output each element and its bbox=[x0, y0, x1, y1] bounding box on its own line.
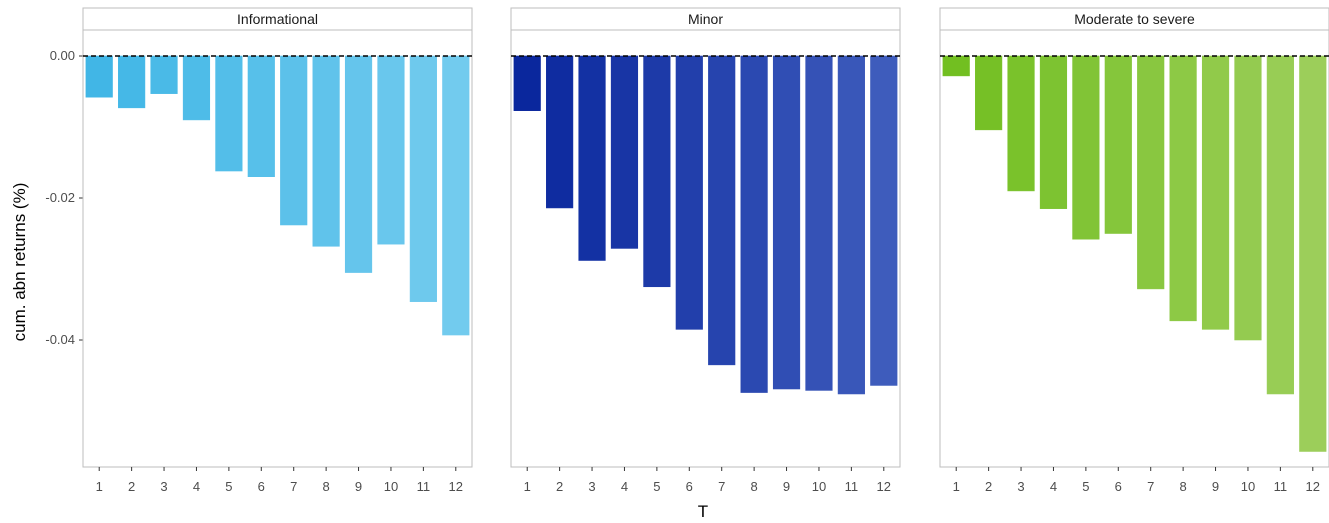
facet-title: Informational bbox=[237, 11, 318, 27]
x-tick-label: 8 bbox=[323, 479, 330, 494]
bar bbox=[942, 55, 970, 77]
x-tick-label: 12 bbox=[877, 479, 891, 494]
bar bbox=[150, 55, 178, 94]
bar bbox=[513, 55, 541, 111]
bar bbox=[215, 55, 243, 172]
bar bbox=[377, 55, 405, 245]
bar bbox=[740, 55, 768, 393]
x-tick-label: 2 bbox=[985, 479, 992, 494]
facet-title: Minor bbox=[688, 11, 723, 27]
x-tick-label: 3 bbox=[588, 479, 595, 494]
bar bbox=[708, 55, 736, 366]
x-tick-label: 7 bbox=[1147, 479, 1154, 494]
bar bbox=[1137, 55, 1165, 290]
bar bbox=[1299, 55, 1327, 452]
bar bbox=[1039, 55, 1068, 209]
x-tick-label: 11 bbox=[417, 479, 431, 494]
bar bbox=[1169, 55, 1197, 322]
x-tick-label: 2 bbox=[556, 479, 563, 494]
x-tick-label: 9 bbox=[1212, 479, 1219, 494]
x-tick-label: 9 bbox=[783, 479, 790, 494]
bar bbox=[1072, 55, 1100, 240]
x-tick-label: 8 bbox=[751, 479, 758, 494]
x-tick-label: 12 bbox=[449, 479, 463, 494]
facet-title: Moderate to severe bbox=[1074, 11, 1195, 27]
x-tick-label: 7 bbox=[718, 479, 725, 494]
x-tick-label: 10 bbox=[384, 479, 398, 494]
y-tick-label: 0.00 bbox=[50, 48, 75, 63]
bar bbox=[409, 55, 437, 302]
x-tick-label: 8 bbox=[1180, 479, 1187, 494]
x-tick-label: 3 bbox=[1017, 479, 1024, 494]
panel-border bbox=[939, 29, 1329, 468]
x-tick-label: 2 bbox=[128, 479, 135, 494]
y-tick-label: -0.02 bbox=[45, 190, 75, 205]
bar bbox=[643, 55, 671, 288]
bar bbox=[578, 55, 606, 261]
bar bbox=[344, 55, 373, 273]
bar bbox=[1234, 55, 1262, 341]
bar bbox=[772, 55, 801, 390]
bar bbox=[280, 55, 308, 226]
x-tick-label: 5 bbox=[225, 479, 232, 494]
y-axis-label: cum. abn returns (%) bbox=[10, 183, 29, 342]
bar bbox=[837, 55, 865, 395]
bar bbox=[1104, 55, 1132, 234]
bar bbox=[85, 55, 113, 98]
bar bbox=[1201, 55, 1230, 330]
x-tick-label: 9 bbox=[355, 479, 362, 494]
x-tick-label: 7 bbox=[290, 479, 297, 494]
bar bbox=[247, 55, 275, 177]
x-tick-label: 1 bbox=[524, 479, 531, 494]
y-tick-label: -0.04 bbox=[45, 332, 75, 347]
panel-border bbox=[82, 29, 473, 468]
panel-border bbox=[510, 29, 901, 468]
bar bbox=[182, 55, 211, 121]
x-tick-label: 6 bbox=[1115, 479, 1122, 494]
bar bbox=[1266, 55, 1294, 395]
x-tick-label: 4 bbox=[1050, 479, 1057, 494]
x-tick-label: 3 bbox=[160, 479, 167, 494]
bar bbox=[610, 55, 639, 249]
x-axis-label: T bbox=[698, 502, 708, 521]
x-tick-label: 5 bbox=[653, 479, 660, 494]
bar bbox=[870, 55, 898, 386]
x-tick-label: 11 bbox=[1274, 479, 1288, 494]
x-tick-label: 11 bbox=[845, 479, 859, 494]
x-tick-label: 6 bbox=[258, 479, 265, 494]
x-tick-label: 12 bbox=[1306, 479, 1320, 494]
bar bbox=[118, 55, 146, 109]
x-tick-label: 10 bbox=[1241, 479, 1255, 494]
x-tick-label: 10 bbox=[812, 479, 826, 494]
x-tick-label: 4 bbox=[621, 479, 628, 494]
bar bbox=[805, 55, 833, 391]
bar bbox=[312, 55, 340, 247]
bar bbox=[546, 55, 574, 209]
bar bbox=[675, 55, 703, 330]
bar bbox=[442, 55, 470, 336]
bar bbox=[1007, 55, 1035, 192]
bar bbox=[975, 55, 1003, 131]
x-tick-label: 1 bbox=[953, 479, 960, 494]
x-tick-label: 4 bbox=[193, 479, 200, 494]
x-tick-label: 6 bbox=[686, 479, 693, 494]
x-tick-label: 5 bbox=[1082, 479, 1089, 494]
x-tick-label: 1 bbox=[96, 479, 103, 494]
